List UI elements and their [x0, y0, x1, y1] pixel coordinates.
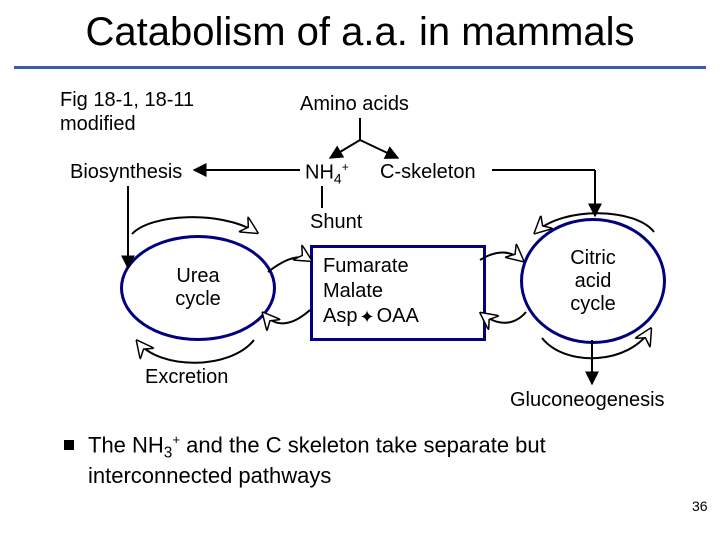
label-nh4: NH4+ [305, 160, 349, 187]
urea-outer-arc-top [132, 217, 256, 234]
shunt-l1: Fumarate [323, 255, 409, 277]
label-excretion: Excretion [145, 365, 228, 389]
shunt-box-contents: Fumarate Malate Asp✦OAA [323, 254, 473, 332]
page-number: 36 [692, 498, 708, 514]
nh4-sub: 4 [334, 171, 342, 187]
urea-cycle-ellipse: Urea cycle [120, 235, 276, 341]
nh4-sup: + [342, 160, 349, 174]
curve-urea-to-shunt-top [268, 257, 310, 272]
citric-l2: acid [575, 270, 612, 292]
citric-l1: Citric [570, 247, 616, 269]
title-underline [14, 66, 706, 69]
nh4-base: NH [305, 162, 334, 184]
arrow-to-nh4 [330, 140, 360, 158]
label-gluconeogenesis: Gluconeogenesis [510, 388, 665, 412]
urea-l1: Urea [176, 265, 219, 287]
label-amino-acids: Amino acids [300, 92, 409, 116]
urea-l2: cycle [175, 288, 221, 310]
figure-reference: Fig 18-1, 18-11 modified [60, 88, 194, 136]
label-biosynthesis: Biosynthesis [70, 160, 182, 184]
shunt-l3b: OAA [377, 305, 419, 327]
arrow-to-cskel [360, 140, 398, 158]
urea-outer-arc [138, 340, 254, 363]
shunt-l3a: Asp [323, 305, 357, 327]
label-c-skeleton: C-skeleton [380, 160, 476, 184]
bullet-row: The NH3+ and the C skeleton take separat… [64, 432, 688, 490]
citric-cycle-label: Citric acid cycle [523, 221, 663, 341]
citric-l3: cycle [570, 293, 616, 315]
fig-ref-line1: Fig 18-1, 18-11 [60, 89, 194, 111]
citric-cycle-ellipse: Citric acid cycle [520, 218, 666, 344]
urea-cycle-label: Urea cycle [123, 238, 273, 338]
curve-citric-to-shunt-bot [482, 312, 526, 323]
label-shunt: Shunt [310, 210, 362, 234]
bullet-text: The NH3+ and the C skeleton take separat… [88, 432, 688, 490]
bullet-square-icon [64, 440, 74, 450]
shunt-l2: Malate [323, 280, 383, 302]
slide-title: Catabolism of a.a. in mammals [0, 10, 720, 55]
shunt-box: Fumarate Malate Asp✦OAA [310, 245, 486, 341]
fig-ref-line2: modified [60, 113, 136, 135]
star-icon: ✦ [359, 306, 374, 329]
curve-shunt-to-citric-top [480, 253, 522, 261]
slide-root: Catabolism of a.a. in mammals Fig 18-1, … [0, 0, 720, 540]
